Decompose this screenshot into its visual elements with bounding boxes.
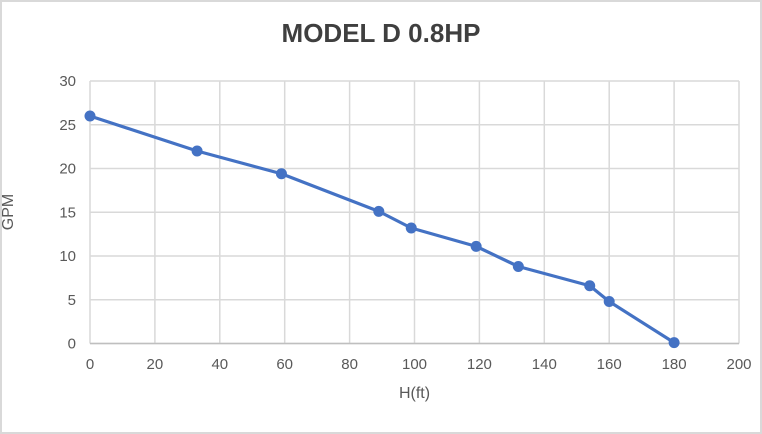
x-tick-label: 80 <box>341 356 358 373</box>
y-tick-label: 15 <box>59 204 76 221</box>
x-tick-label: 20 <box>147 356 164 373</box>
data-point-marker <box>84 110 96 122</box>
y-tick-label: 0 <box>68 336 76 353</box>
x-tick-label: 100 <box>402 356 427 373</box>
x-tick-label: 140 <box>532 356 557 373</box>
data-point-marker <box>373 205 385 217</box>
y-tick-label: 10 <box>59 248 76 265</box>
x-tick-label: 180 <box>662 356 687 373</box>
data-point-marker <box>275 168 287 180</box>
x-axis-title: H(ft) <box>398 385 431 402</box>
x-tick-label: 200 <box>726 356 751 373</box>
x-tick-label: 40 <box>211 356 228 373</box>
x-tick-label: 0 <box>86 356 94 373</box>
data-point-marker <box>668 337 680 349</box>
data-point-marker <box>584 280 596 292</box>
data-point-marker <box>405 222 417 234</box>
chart-title: MODEL D 0.8HP <box>281 18 481 48</box>
data-point-marker <box>512 261 524 272</box>
y-tick-label: 25 <box>59 117 76 134</box>
data-point-marker <box>603 296 615 307</box>
y-tick-label: 20 <box>59 161 76 178</box>
y-tick-label: 30 <box>59 73 76 90</box>
y-tick-label: 5 <box>68 292 76 309</box>
x-tick-label: 160 <box>597 356 622 373</box>
series-line <box>88 114 676 345</box>
x-tick-label: 120 <box>467 356 492 373</box>
data-point-marker <box>470 240 482 252</box>
data-point-marker <box>191 145 203 157</box>
x-tick-label: 60 <box>276 356 293 373</box>
